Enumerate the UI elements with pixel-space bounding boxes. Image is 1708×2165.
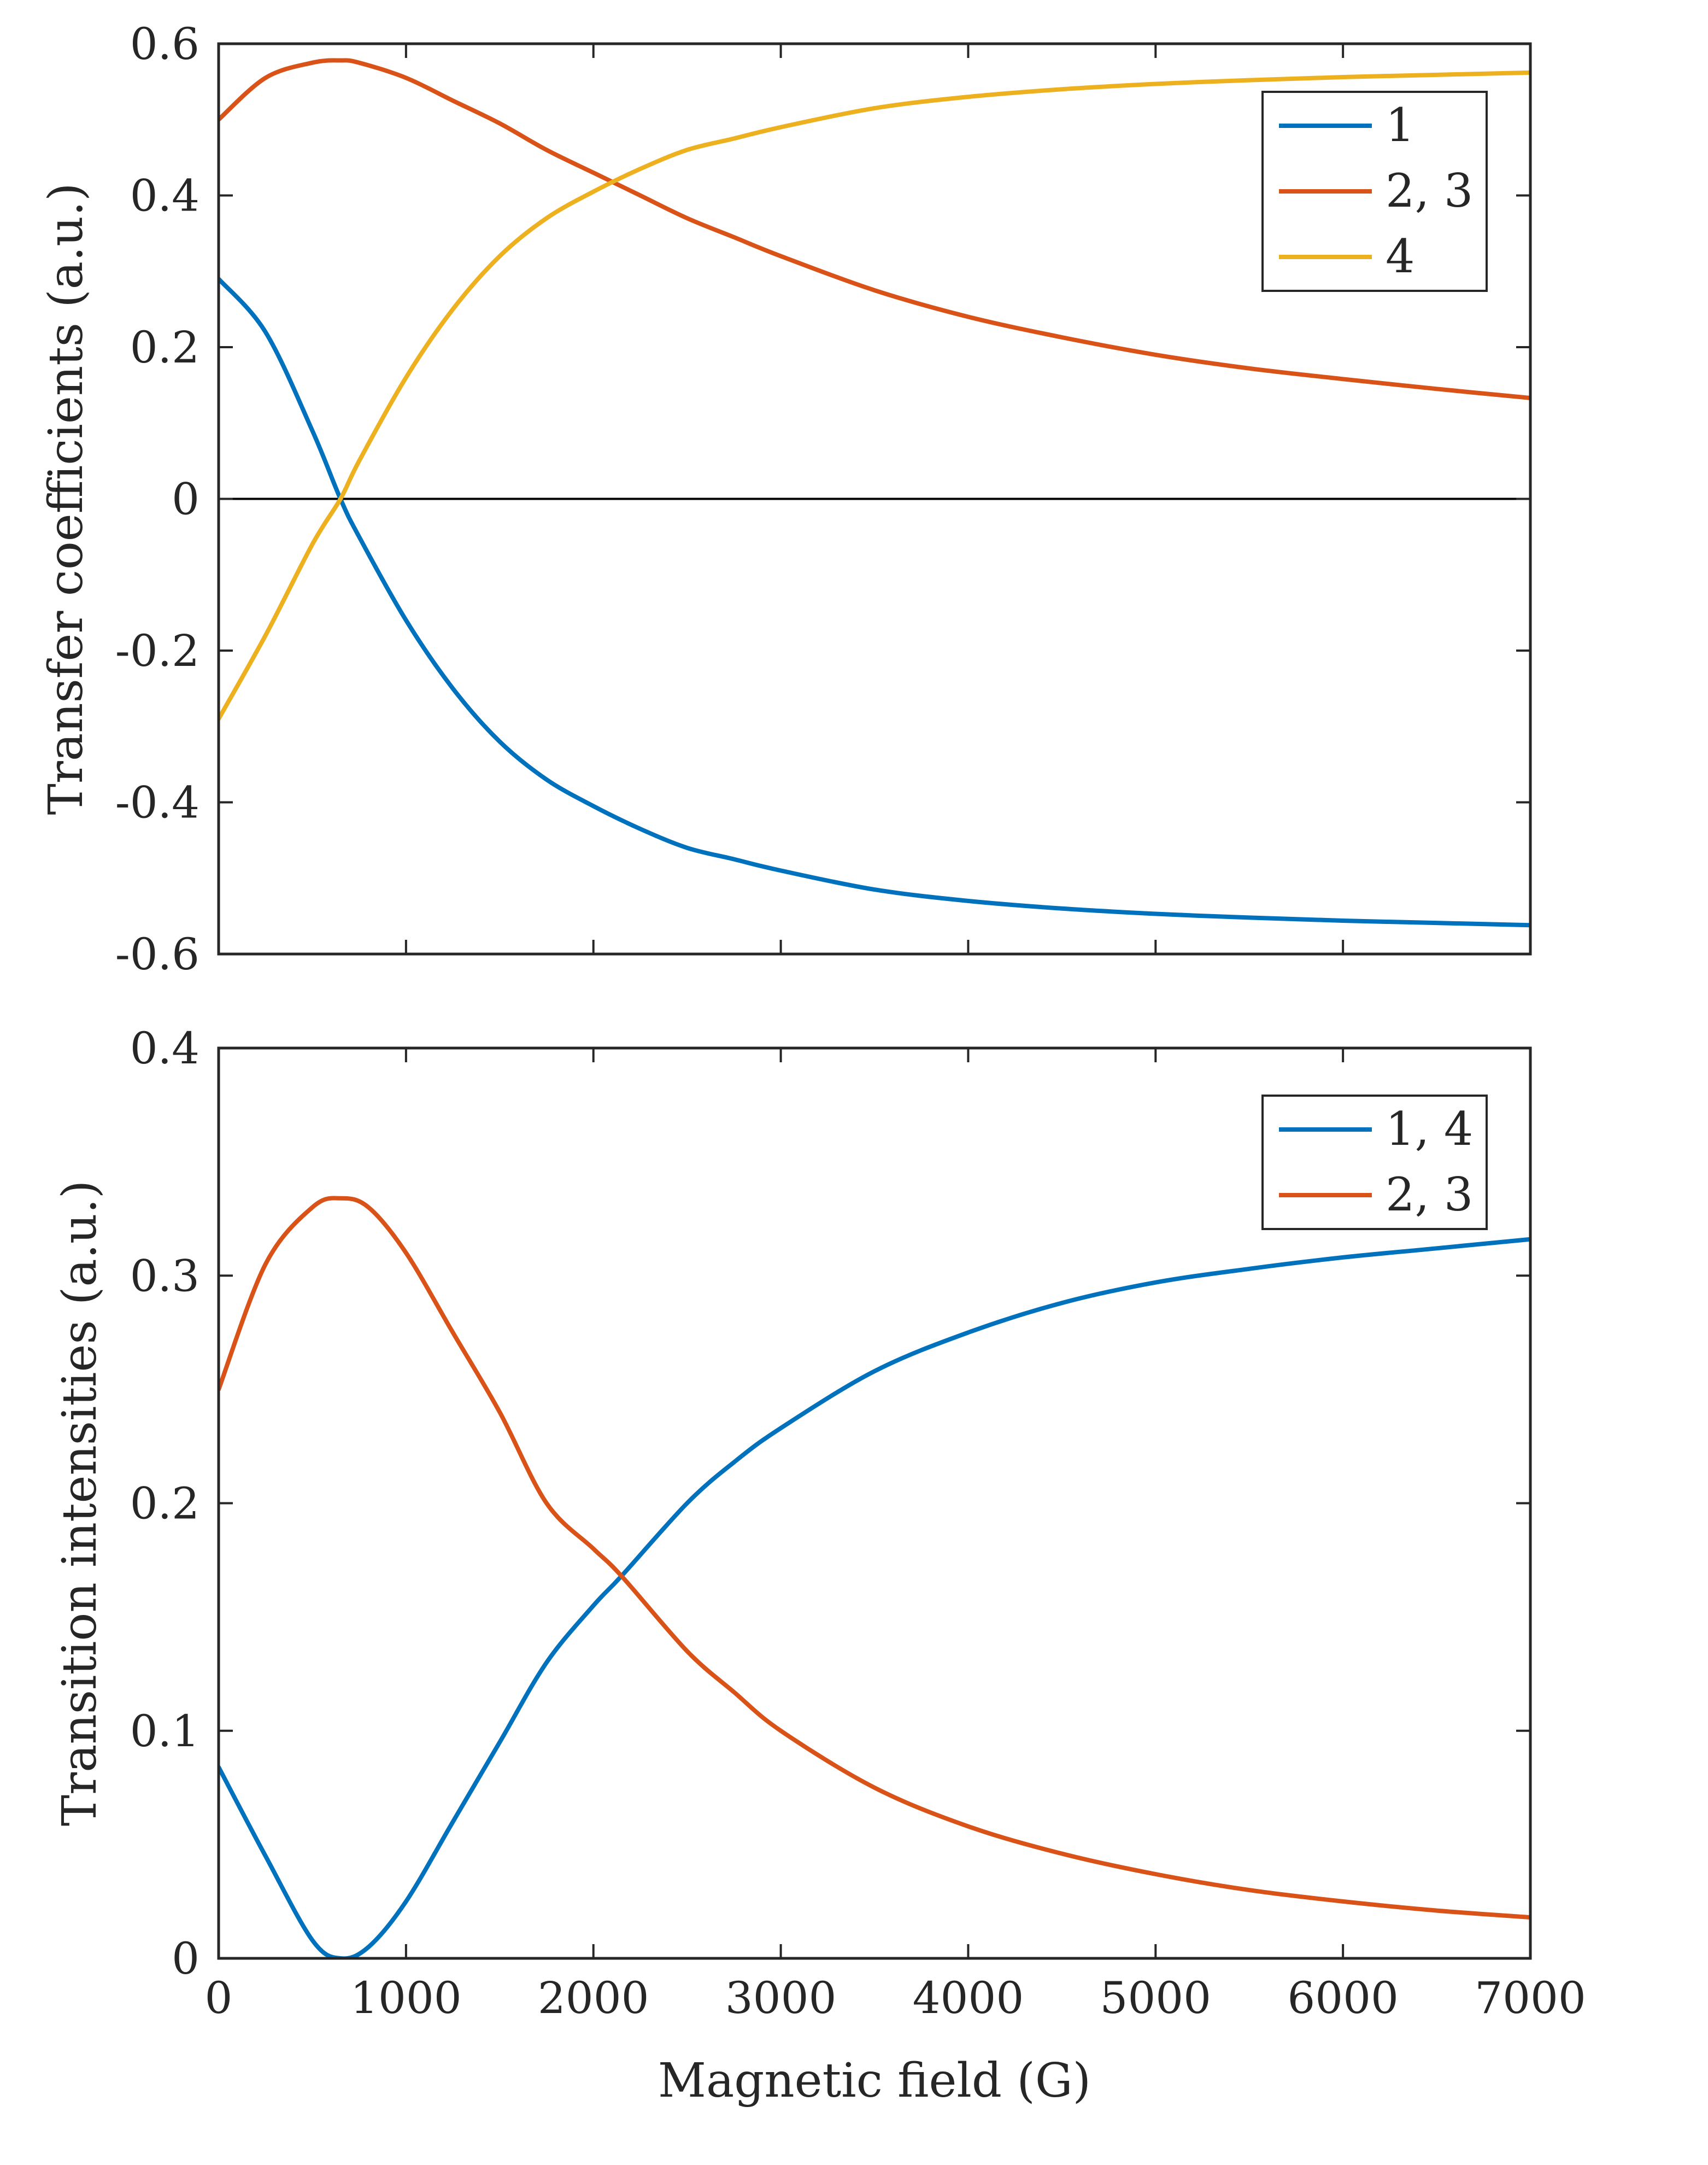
- x-tick-label: 4000: [913, 1973, 1024, 2023]
- transition-intensities-series: [219, 1196, 1530, 1958]
- legend-label-1: 1, 4: [1386, 1102, 1473, 1156]
- y-tick-label: 0.4: [130, 171, 199, 221]
- series-line-3: [219, 70, 1530, 721]
- x-tick-label: 0: [205, 1973, 233, 2023]
- x-tick-label: 1000: [350, 1973, 462, 2023]
- transition-intensities-y-axis-title: Transition intensities (a.u.): [52, 1180, 107, 1827]
- legend-label-3: 4: [1386, 230, 1414, 283]
- x-tick-label: 7000: [1475, 1973, 1586, 2023]
- series-line-1: [219, 277, 1530, 928]
- series-line-2: [219, 1196, 1530, 1920]
- transition-intensities-chart: 0 1000 2000 3000 4000 5000 6000 7000 0 0.1 0.2 0.3 0…: [52, 1023, 1586, 2108]
- transition-intensities-ticks: 0 1000 2000 3000 4000 5000 6000 7000 0 0.1 0.2 0.3 0…: [130, 1023, 1586, 2023]
- y-tick-label: -0.6: [115, 929, 199, 980]
- transition-intensities-plot-frame: [217, 1046, 1532, 1960]
- series-line-1: [219, 1237, 1530, 1958]
- x-tick-label: 3000: [725, 1973, 837, 2023]
- transfer-coefficients-legend: 1 2, 3 4: [1261, 91, 1488, 292]
- y-tick-label: 0.2: [130, 1478, 199, 1529]
- transfer-coefficients-series: [219, 58, 1530, 928]
- y-tick-label: 0.4: [130, 1023, 199, 1074]
- transfer-coefficients-y-axis-title: Transfer coefficients (a.u.): [39, 183, 93, 815]
- y-tick-label: 0.6: [130, 19, 199, 69]
- x-tick-label: 2000: [538, 1973, 649, 2023]
- y-tick-label: -0.4: [115, 777, 199, 828]
- legend-box: [1261, 1095, 1488, 1230]
- y-tick-label: -0.2: [115, 625, 199, 676]
- y-tick-label: 0: [172, 1933, 199, 1984]
- transfer-coefficients-plot-frame: [217, 42, 1532, 956]
- x-tick-label: 5000: [1100, 1973, 1211, 2023]
- magnetic-field-x-axis-title: Magnetic field (G): [658, 2053, 1091, 2108]
- transition-intensities-legend: 1, 4 2, 3: [1261, 1095, 1488, 1230]
- y-tick-label: 0.1: [130, 1706, 199, 1757]
- transfer-coefficients-chart: -0.6 -0.4 -0.2 0 0.2 0.4 0.6 Transfer coeffici…: [39, 19, 1532, 980]
- legend-label-1: 1: [1386, 98, 1414, 152]
- y-tick-label: 0.3: [130, 1250, 199, 1301]
- x-tick-label: 6000: [1287, 1973, 1399, 2023]
- legend-label-2: 2, 3: [1386, 1168, 1473, 1221]
- y-tick-label: 0: [172, 474, 199, 525]
- legend-label-2: 2, 3: [1386, 164, 1473, 218]
- y-tick-label: 0.2: [130, 322, 199, 373]
- series-line-2: [219, 58, 1530, 400]
